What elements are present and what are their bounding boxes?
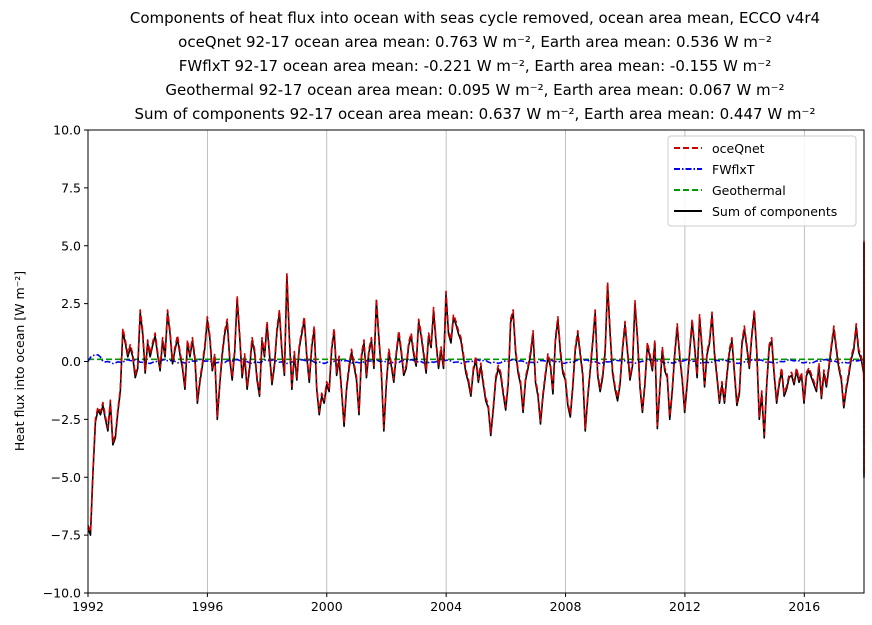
y-tick-label: 7.5 [61,180,81,195]
y-axis: −10.0 −7.5 −5.0 −2.5 0.0 2.5 5.0 7.5 10.0 [43,123,88,601]
legend-label-sum: Sum of components [712,204,837,219]
x-tick-label: 2012 [669,599,701,614]
x-tick-label: 2016 [788,599,820,614]
y-tick-label: 2.5 [61,296,81,311]
y-tick-label: 0.0 [61,354,81,369]
title-line: Sum of components 92-17 ocean area mean:… [135,105,816,123]
legend-label-fwflxt: FWflxT [712,162,755,177]
x-tick-label: 2008 [550,599,582,614]
series-oceqnet-line [87,239,865,533]
legend-label-oceqnet: oceQnet [712,141,765,156]
y-tick-label: −2.5 [51,412,81,427]
chart-title: Components of heat flux into ocean with … [130,9,820,123]
x-tick-label: 1996 [191,599,223,614]
series-sum-line [87,242,865,536]
y-tick-label: 5.0 [61,238,81,253]
y-tick-label: −5.0 [51,470,81,485]
x-axis: 1992 1996 2000 2004 2008 2012 2016 [72,593,820,614]
x-tick-label: 2004 [430,599,462,614]
y-tick-label: −10.0 [43,586,81,601]
title-line: Geothermal 92-17 ocean area mean: 0.095 … [165,81,784,99]
legend-label-geothermal: Geothermal [712,183,786,198]
x-tick-label: 2000 [311,599,343,614]
y-axis-label: Heat flux into ocean [W m⁻²] [12,271,27,451]
title-line: Components of heat flux into ocean with … [130,9,820,27]
series-layer [87,239,865,536]
y-tick-label: −7.5 [51,528,81,543]
y-tick-label: 10.0 [53,123,81,138]
x-tick-label: 1992 [72,599,104,614]
legend: oceQnet FWflxT Geothermal Sum of compone… [667,135,857,227]
legend-box [667,135,857,227]
title-line: oceQnet 92-17 ocean area mean: 0.763 W m… [178,33,772,51]
title-line: FWflxT 92-17 ocean area mean: -0.221 W m… [179,57,771,75]
